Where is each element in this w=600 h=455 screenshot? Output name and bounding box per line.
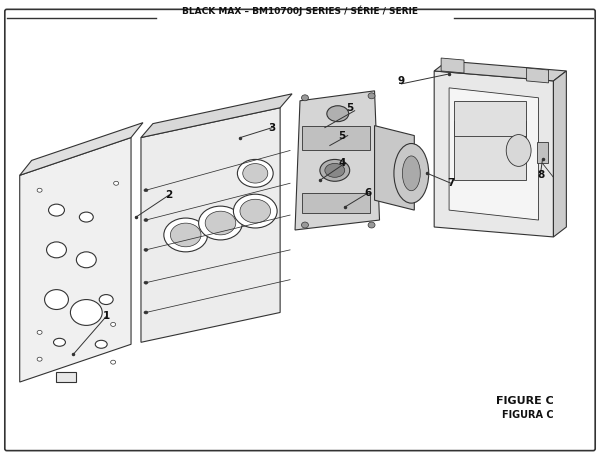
Bar <box>454 101 526 136</box>
Ellipse shape <box>301 222 308 228</box>
Text: FIGURA C: FIGURA C <box>502 410 553 420</box>
Ellipse shape <box>37 330 42 334</box>
Ellipse shape <box>238 159 273 187</box>
Text: 9: 9 <box>398 76 405 86</box>
Ellipse shape <box>368 93 375 99</box>
Ellipse shape <box>243 164 268 183</box>
Text: 4: 4 <box>338 158 346 168</box>
Ellipse shape <box>233 194 277 228</box>
Ellipse shape <box>37 357 42 361</box>
Ellipse shape <box>301 95 308 101</box>
Text: 6: 6 <box>364 188 371 198</box>
Ellipse shape <box>49 204 64 216</box>
Text: 1: 1 <box>103 312 110 321</box>
Text: 5: 5 <box>338 131 346 141</box>
Ellipse shape <box>44 290 68 309</box>
Ellipse shape <box>70 299 102 325</box>
Ellipse shape <box>199 206 242 240</box>
Polygon shape <box>374 126 414 210</box>
Polygon shape <box>56 372 76 382</box>
Ellipse shape <box>47 242 67 258</box>
Ellipse shape <box>325 163 345 177</box>
Text: FIGURE C: FIGURE C <box>496 396 553 406</box>
Ellipse shape <box>368 222 375 228</box>
Polygon shape <box>434 61 566 81</box>
Ellipse shape <box>327 106 349 121</box>
Polygon shape <box>141 94 292 137</box>
Bar <box>302 193 370 213</box>
Text: 8: 8 <box>537 170 544 180</box>
Ellipse shape <box>403 156 420 191</box>
Polygon shape <box>434 71 553 237</box>
Bar <box>536 142 548 163</box>
Ellipse shape <box>394 143 429 203</box>
Ellipse shape <box>205 211 236 235</box>
Ellipse shape <box>170 223 201 247</box>
Polygon shape <box>141 108 280 342</box>
Polygon shape <box>527 68 548 83</box>
Ellipse shape <box>240 199 271 223</box>
Ellipse shape <box>110 360 116 364</box>
Ellipse shape <box>95 340 107 348</box>
Ellipse shape <box>113 181 119 185</box>
Ellipse shape <box>110 323 116 326</box>
Polygon shape <box>20 123 143 175</box>
Ellipse shape <box>53 339 65 346</box>
Ellipse shape <box>79 212 93 222</box>
Text: 3: 3 <box>269 122 276 132</box>
Polygon shape <box>553 71 566 237</box>
Polygon shape <box>20 137 131 382</box>
Ellipse shape <box>144 248 148 251</box>
Ellipse shape <box>144 311 148 314</box>
Ellipse shape <box>144 218 148 222</box>
Ellipse shape <box>144 189 148 192</box>
Text: 7: 7 <box>448 178 455 188</box>
Ellipse shape <box>164 218 208 252</box>
Ellipse shape <box>99 294 113 304</box>
Ellipse shape <box>506 135 531 167</box>
Ellipse shape <box>37 188 42 192</box>
Text: 5: 5 <box>346 103 353 113</box>
Bar <box>454 121 526 180</box>
Polygon shape <box>295 91 380 230</box>
Polygon shape <box>449 88 539 220</box>
Polygon shape <box>441 58 464 73</box>
Text: BLACK MAX – BM10700J SERIES / SÉRIE / SERIE: BLACK MAX – BM10700J SERIES / SÉRIE / SE… <box>182 6 418 16</box>
Text: 2: 2 <box>165 190 172 200</box>
Ellipse shape <box>76 252 96 268</box>
Ellipse shape <box>320 159 350 181</box>
Ellipse shape <box>144 281 148 284</box>
Bar <box>302 126 370 151</box>
